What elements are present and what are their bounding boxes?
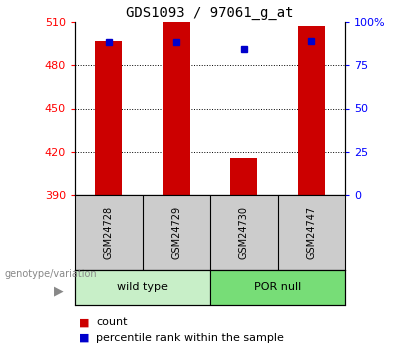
Bar	[230, 158, 257, 195]
Text: percentile rank within the sample: percentile rank within the sample	[96, 333, 284, 343]
Text: genotype/variation: genotype/variation	[4, 269, 97, 279]
Bar	[95, 41, 122, 195]
Text: POR null: POR null	[254, 283, 301, 293]
Text: wild type: wild type	[117, 283, 168, 293]
Bar	[298, 26, 325, 195]
Title: GDS1093 / 97061_g_at: GDS1093 / 97061_g_at	[126, 6, 294, 20]
Text: GSM24728: GSM24728	[104, 206, 114, 259]
Bar	[75, 270, 210, 305]
Bar	[163, 22, 190, 195]
Text: ■: ■	[79, 333, 90, 343]
Text: GSM24730: GSM24730	[239, 206, 249, 259]
Bar	[210, 270, 345, 305]
Text: ■: ■	[79, 317, 90, 327]
Text: count: count	[96, 317, 128, 327]
Text: ▶: ▶	[54, 284, 63, 297]
Text: GSM24729: GSM24729	[171, 206, 181, 259]
Text: GSM24747: GSM24747	[306, 206, 316, 259]
